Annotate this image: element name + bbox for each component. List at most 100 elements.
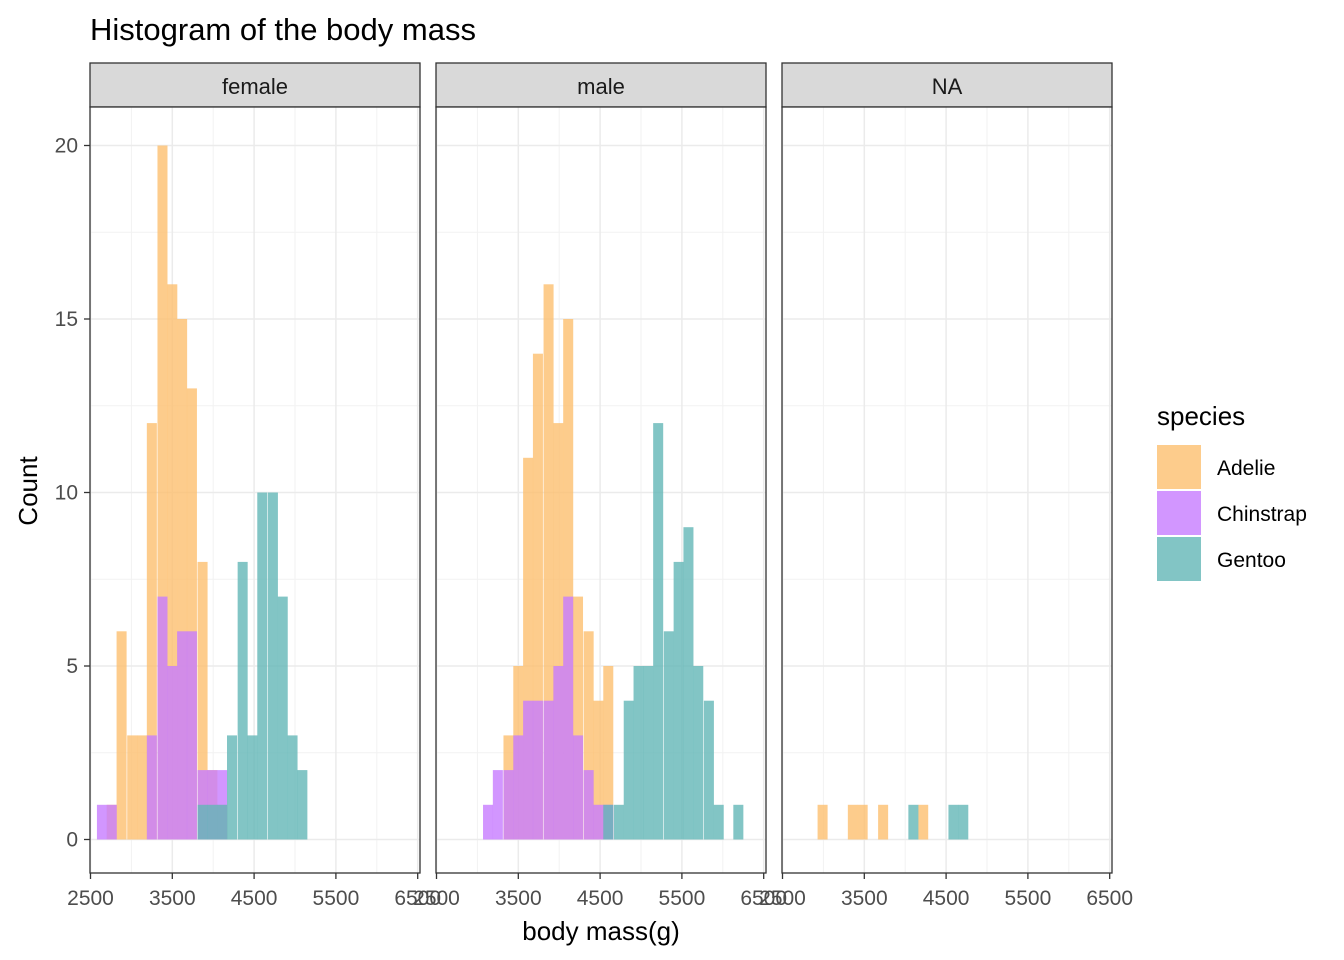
histogram-bar [653, 423, 664, 840]
facet-panel-na: NA 2500 3500 4500 5500 6500 [759, 62, 1133, 910]
histogram-bar [553, 666, 564, 840]
series-gentoo [908, 804, 969, 840]
y-tick-label: 15 [55, 308, 78, 331]
x-tick-label: 4500 [923, 887, 970, 910]
histogram-bar [817, 804, 828, 840]
histogram-bar [593, 700, 604, 840]
histogram-bar [297, 770, 308, 840]
histogram-bar [277, 596, 288, 840]
histogram-bar [207, 804, 218, 840]
histogram-bar [703, 700, 714, 840]
legend: species Adelie Chinstrap Gentoo [1157, 401, 1307, 581]
histogram-bar [713, 804, 724, 840]
facet-strip-label: NA [932, 74, 963, 99]
histogram-bar [287, 735, 298, 840]
histogram-bar [492, 770, 503, 840]
legend-key-gentoo [1157, 537, 1201, 581]
y-axis-title: Count [13, 456, 43, 526]
histogram-bar [543, 700, 554, 840]
x-tick-label: 6500 [740, 887, 787, 910]
y-tick-label: 5 [66, 655, 78, 678]
histogram-bar [237, 561, 248, 840]
facet-strip [435, 62, 767, 108]
legend-label-chinstrap: Chinstrap [1217, 503, 1307, 526]
x-tick-label: 3500 [149, 887, 196, 910]
histogram-bar [513, 735, 524, 840]
histogram-bar [96, 804, 107, 840]
histogram-bar [908, 804, 919, 840]
x-tick-label: 5500 [313, 887, 360, 910]
chart-title: Histogram of the body mass [90, 12, 476, 47]
histogram-bar [197, 561, 208, 840]
histogram-bar [603, 804, 614, 840]
series-chinstrap [483, 596, 614, 840]
histogram-bar [663, 631, 674, 840]
histogram-bar [186, 631, 197, 840]
x-tick-label: 2500 [413, 887, 460, 910]
facet-panel-male: male 2500 3500 4500 5500 6500 [413, 62, 787, 910]
histogram-bar [167, 284, 178, 840]
facet-strip [781, 62, 1113, 108]
y-tick-label: 0 [66, 829, 78, 852]
x-tick-label: 3500 [841, 887, 888, 910]
histogram-bar [878, 804, 889, 840]
histogram-bar [217, 804, 228, 840]
histogram-bar [137, 735, 148, 840]
facet-panel-female: female 2500 3500 4500 5500 6500 [67, 62, 441, 910]
histogram-bar [146, 423, 157, 840]
histogram-bar [127, 735, 138, 840]
x-tick-label: 2500 [67, 887, 114, 910]
histogram-bar [563, 596, 574, 840]
histogram-bar [523, 700, 534, 840]
histogram-bar [267, 492, 278, 840]
x-tick-label: 4500 [577, 887, 624, 910]
histogram-bar [623, 700, 634, 840]
x-tick-label: 5500 [1005, 887, 1052, 910]
x-tick-label: 2500 [759, 887, 806, 910]
y-tick-label: 20 [55, 135, 78, 158]
histogram-bar [532, 353, 543, 840]
x-tick-label: 6500 [394, 887, 441, 910]
histogram-bar [483, 804, 494, 840]
histogram-bar [503, 770, 514, 840]
histogram-bar [643, 666, 654, 840]
histogram-bar [543, 284, 554, 840]
histogram-bar [197, 804, 208, 840]
histogram-bar [177, 319, 188, 840]
histogram-bar [948, 804, 959, 840]
histogram-bar [683, 527, 694, 840]
histogram-bar [958, 804, 969, 840]
histogram-bar [177, 631, 188, 840]
histogram-bar [532, 700, 543, 840]
series-adelie [817, 804, 929, 840]
facet-panels: female 2500 3500 4500 5500 6500 male 2500 3500 45… [67, 62, 1133, 910]
histogram-bar [106, 804, 117, 840]
histogram-bar [257, 492, 268, 840]
histogram-bar [157, 596, 168, 840]
series-gentoo [603, 423, 744, 840]
histogram-bar [186, 388, 197, 840]
panel-border [89, 106, 421, 874]
x-tick-label: 6500 [1086, 887, 1133, 910]
histogram-bar [673, 561, 684, 840]
histogram-bar [167, 666, 178, 840]
histogram-bar [593, 804, 604, 840]
y-tick-label: 10 [55, 482, 78, 505]
facet-strip [89, 62, 421, 108]
x-tick-label: 5500 [659, 887, 706, 910]
legend-label-gentoo: Gentoo [1217, 549, 1286, 572]
histogram-bar [247, 735, 258, 840]
panel-border [781, 106, 1113, 874]
histogram-bar [613, 804, 624, 840]
histogram-bar [583, 770, 594, 840]
histogram-bar [857, 804, 868, 840]
histogram-bar [573, 596, 584, 840]
panel-background [782, 107, 1112, 873]
histogram-bar [583, 631, 594, 840]
legend-label-adelie: Adelie [1217, 457, 1275, 480]
histogram-bar [146, 735, 157, 840]
y-axis: 0 5 10 15 20 [55, 135, 90, 852]
legend-key-adelie [1157, 445, 1201, 489]
series-gentoo [197, 492, 308, 840]
